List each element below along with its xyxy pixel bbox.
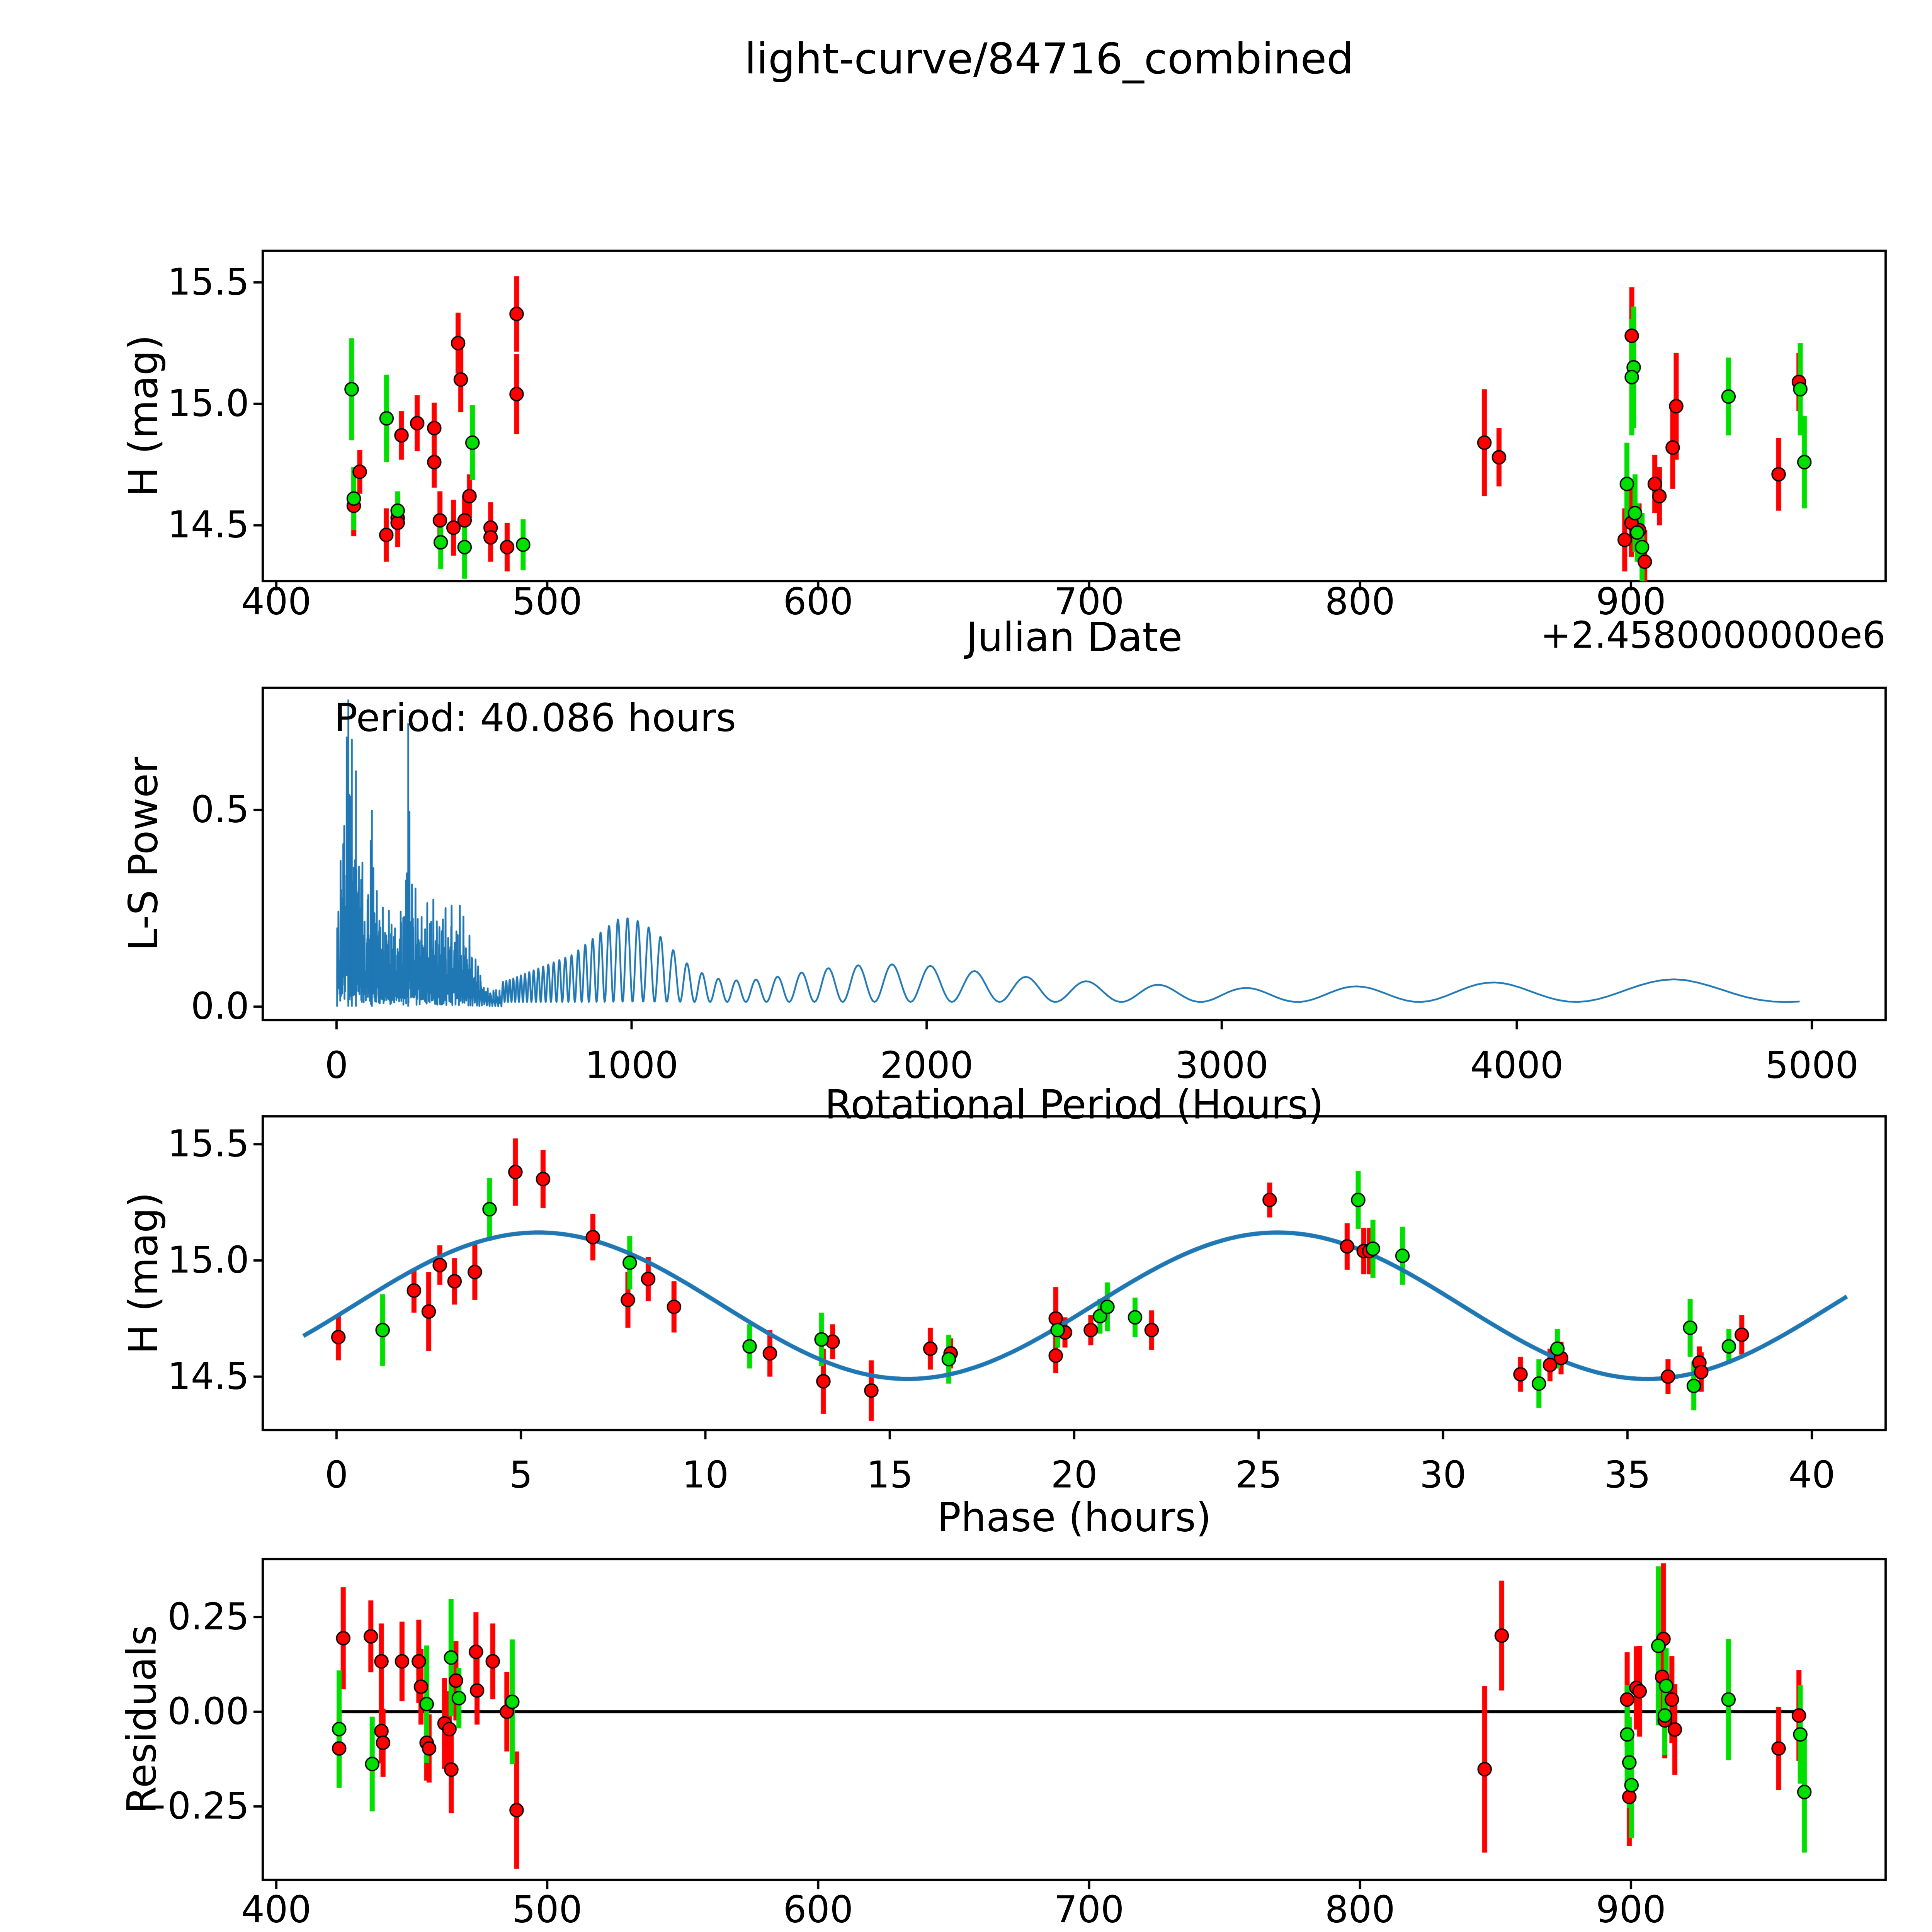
residuals-ytick-label: 0.00 xyxy=(167,1690,249,1733)
period-annotation: Period: 40.086 hours xyxy=(334,695,736,740)
ls-periodogram-xtick-label: 1000 xyxy=(585,1044,679,1087)
phased-light-curve-xtick-label: 10 xyxy=(682,1454,729,1497)
residuals-xtick-label: 900 xyxy=(1596,1888,1666,1931)
jd-magnitude-xtick-label: 900 xyxy=(1596,580,1666,623)
jd-magnitude-xtick-label: 800 xyxy=(1325,580,1395,623)
phased-light-curve-xtick-label: 15 xyxy=(866,1454,913,1497)
phased-light-curve-xtick-label: 30 xyxy=(1420,1454,1466,1497)
jd-magnitude-xtick-label: 500 xyxy=(512,580,582,623)
phased-light-curve-ytick-label: 15.5 xyxy=(167,1122,249,1165)
phased-light-curve-xtick-label: 20 xyxy=(1051,1454,1098,1497)
jd-magnitude-ytick-label: 15.5 xyxy=(167,261,249,304)
ls-periodogram-xtick-label: 2000 xyxy=(880,1044,974,1087)
ls-periodogram-xtick-label: 3000 xyxy=(1175,1044,1269,1087)
phased-light-curve-ytick-label: 14.5 xyxy=(167,1355,249,1398)
ls-periodogram-xtick-label: 5000 xyxy=(1765,1044,1859,1087)
p1-axis-offset-label: +2.4580000000e6 xyxy=(1540,614,1886,657)
residuals-xtick-label: 500 xyxy=(512,1888,582,1931)
residuals-xtick-label: 800 xyxy=(1325,1888,1395,1931)
residuals-ytick-label: 0.25 xyxy=(167,1595,249,1638)
phased-light-curve-xtick-label: 35 xyxy=(1604,1454,1651,1497)
jd-magnitude-xtick-label: 700 xyxy=(1054,580,1124,623)
phased-light-curve-ytick-label: 15.0 xyxy=(167,1239,249,1282)
p2-ylabel: L-S Power xyxy=(120,757,167,951)
p3-xlabel: Phase (hours) xyxy=(937,1494,1212,1541)
jd-magnitude-xtick-label: 600 xyxy=(783,580,854,623)
p3-ylabel: H (mag) xyxy=(120,1192,167,1354)
phased-light-curve-xtick-label: 0 xyxy=(325,1454,349,1497)
figure-title: light-curve/84716_combined xyxy=(744,34,1354,83)
ls-periodogram-xtick-label: 0 xyxy=(325,1044,349,1087)
phased-light-curve-xtick-label: 5 xyxy=(509,1454,533,1497)
p2-xlabel: Rotational Period (Hours) xyxy=(825,1082,1324,1128)
jd-magnitude-ytick-label: 14.5 xyxy=(167,503,249,546)
ls-periodogram-ytick-label: 0.0 xyxy=(190,985,249,1028)
jd-magnitude-ytick-label: 15.0 xyxy=(167,382,249,425)
jd-magnitude-xtick-label: 400 xyxy=(241,580,311,623)
p1-xlabel: Julian Date xyxy=(966,614,1183,661)
ls-periodogram-ytick-label: 0.5 xyxy=(190,788,249,831)
residuals-xtick-label: 600 xyxy=(783,1888,854,1931)
phased-light-curve-xtick-label: 25 xyxy=(1235,1454,1282,1497)
ls-periodogram-xtick-label: 4000 xyxy=(1470,1044,1564,1087)
residuals-ytick-label: −0.25 xyxy=(136,1785,249,1828)
p1-ylabel: H (mag) xyxy=(120,335,167,497)
phased-light-curve-xtick-label: 40 xyxy=(1788,1454,1835,1497)
residuals-xtick-label: 700 xyxy=(1054,1888,1124,1931)
residuals-xtick-label: 400 xyxy=(241,1888,311,1931)
